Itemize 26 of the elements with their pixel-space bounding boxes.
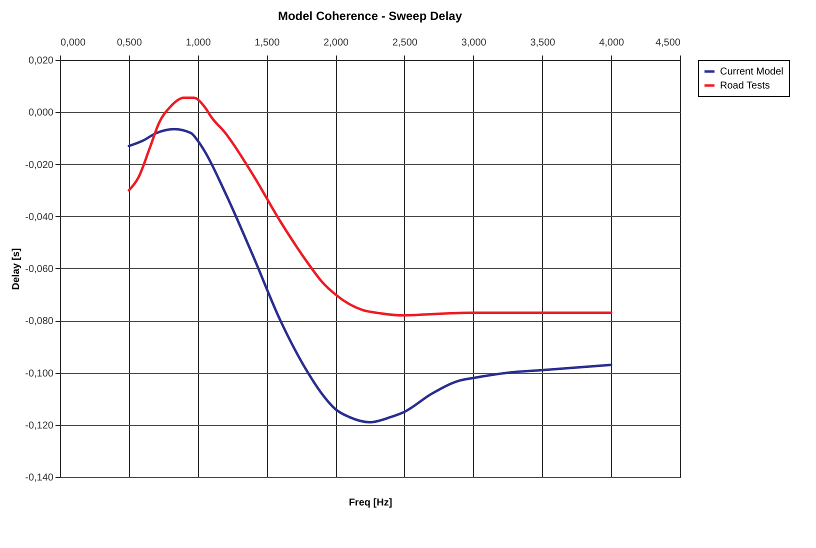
line-series — [128, 128, 612, 424]
line-series — [128, 96, 612, 317]
legend-label: Road Tests — [720, 80, 770, 92]
x-tick-label: 3,500 — [530, 38, 556, 48]
y-axis-title: Delay [s] — [11, 248, 22, 290]
x-tick-label: 4,000 — [599, 38, 625, 48]
x-tick-label: 4,500 — [655, 38, 681, 48]
x-tick-label: 1,500 — [254, 38, 280, 48]
y-tick-label: -0,040 — [25, 212, 54, 223]
legend-label: Current Model — [720, 66, 784, 78]
x-axis-title: Freq [Hz] — [348, 498, 392, 508]
y-tick-label: -0,060 — [25, 264, 54, 275]
x-tick-label: 0,500 — [116, 38, 142, 48]
x-tick-label: 2,000 — [324, 38, 350, 48]
x-tick-label: 2,500 — [392, 38, 418, 48]
y-tick-label: -0,140 — [25, 472, 54, 484]
y-tick-label: -0,020 — [25, 160, 54, 171]
y-tick-label: -0,120 — [25, 420, 54, 432]
y-tick-label: 0,020 — [28, 56, 54, 66]
y-tick-label: 0,000 — [28, 108, 54, 119]
chart-title: Model Coherence - Sweep Delay — [278, 9, 462, 23]
x-tick-label: 1,000 — [186, 38, 212, 48]
y-tick-label: -0,080 — [25, 316, 54, 328]
x-tick-label: 0,000 — [60, 38, 86, 48]
y-tick-label: -0,100 — [25, 368, 54, 380]
x-tick-label: 3,000 — [461, 38, 487, 48]
